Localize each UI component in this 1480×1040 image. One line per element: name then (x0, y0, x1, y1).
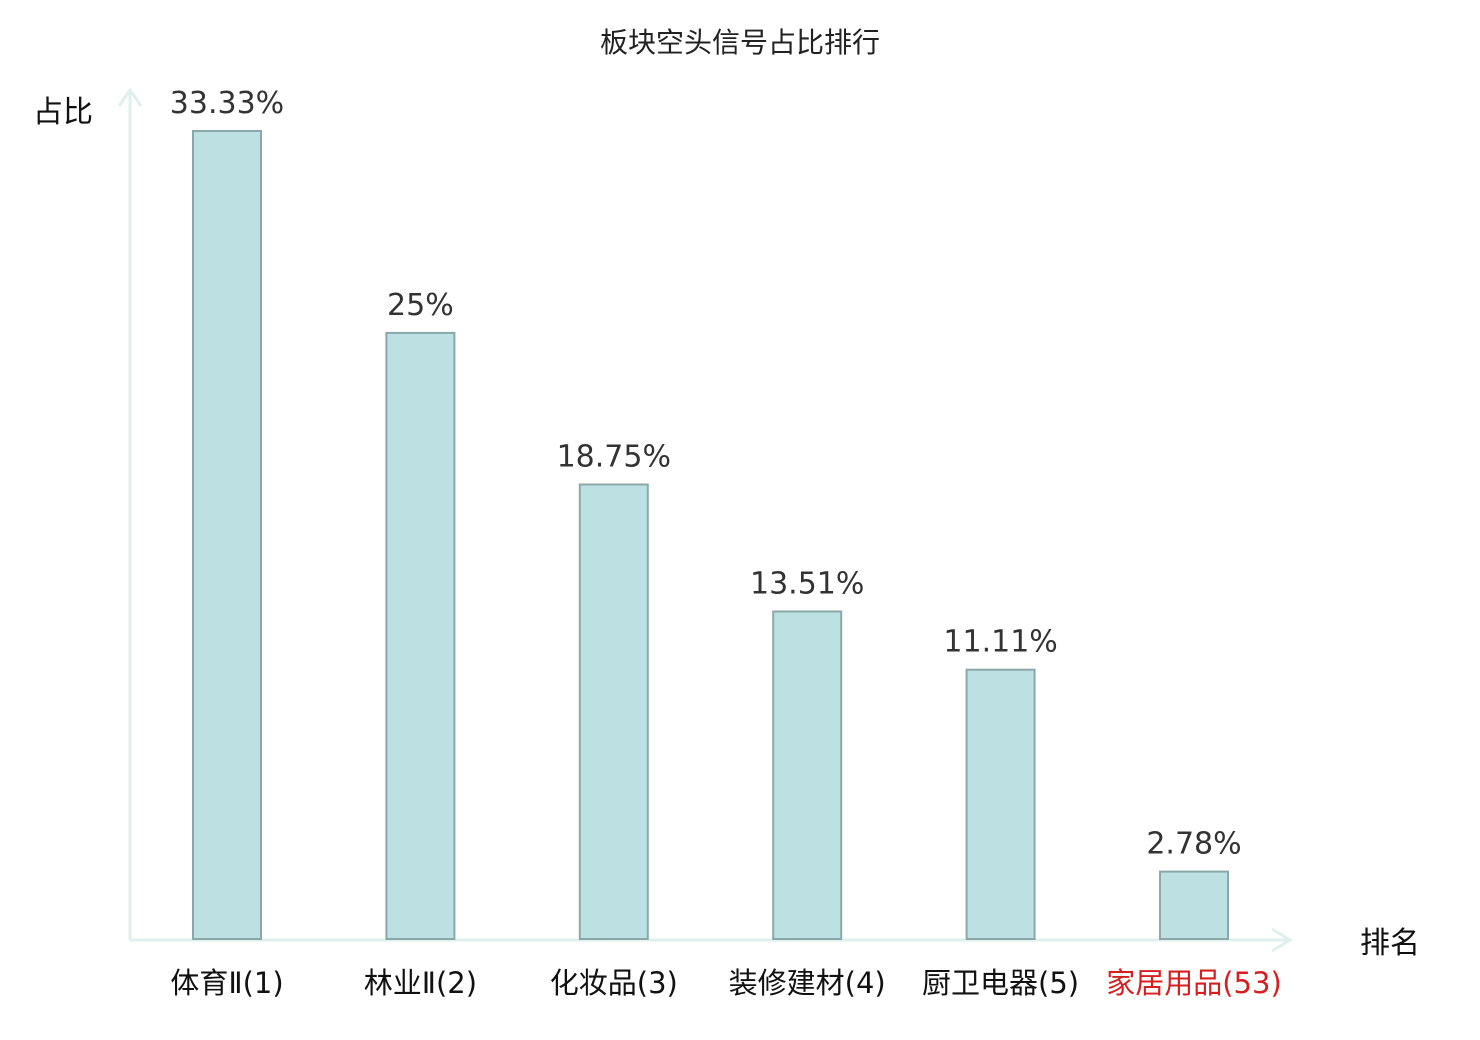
value-label-6: 2.78% (1146, 827, 1241, 862)
bar-4 (772, 610, 843, 940)
bar-3 (578, 483, 649, 940)
category-label-6: 家居用品(53) (1106, 966, 1282, 1000)
category-label-3: 化妆品(3) (550, 966, 678, 1000)
y-axis-label: 占比 (33, 95, 93, 130)
category-label-4: 装修建材(4) (729, 966, 886, 1000)
x-axis-label: 排名 (1360, 926, 1420, 961)
value-labels: 33.33% 25% 18.75% 13.51% 11.11% 2.78% (170, 86, 1242, 862)
category-labels: 体育Ⅱ(1) 林业Ⅱ(2) 化妆品(3) 装修建材(4) 厨卫电器(5) 家居用品(53) (170, 966, 1281, 1000)
category-label-1: 体育Ⅱ(1) (170, 966, 283, 1000)
bar-5 (965, 668, 1036, 940)
bars (192, 130, 1229, 940)
category-label-2: 林业Ⅱ(2) (364, 966, 477, 1000)
value-label-1: 33.33% (170, 86, 284, 121)
chart-title: 板块空头信号占比排行 (600, 26, 880, 59)
value-label-5: 11.11% (943, 625, 1057, 660)
value-label-4: 13.51% (750, 567, 864, 602)
x-axis-arrow (1271, 927, 1293, 953)
bar-2 (385, 331, 456, 940)
category-label-5: 厨卫电器(5) (922, 966, 1079, 1000)
y-axis-arrow (117, 87, 143, 107)
value-label-2: 25% (387, 288, 454, 323)
bar-6 (1159, 870, 1229, 940)
bar-1 (192, 130, 262, 940)
axes (117, 87, 1293, 953)
value-label-3: 18.75% (557, 440, 671, 475)
